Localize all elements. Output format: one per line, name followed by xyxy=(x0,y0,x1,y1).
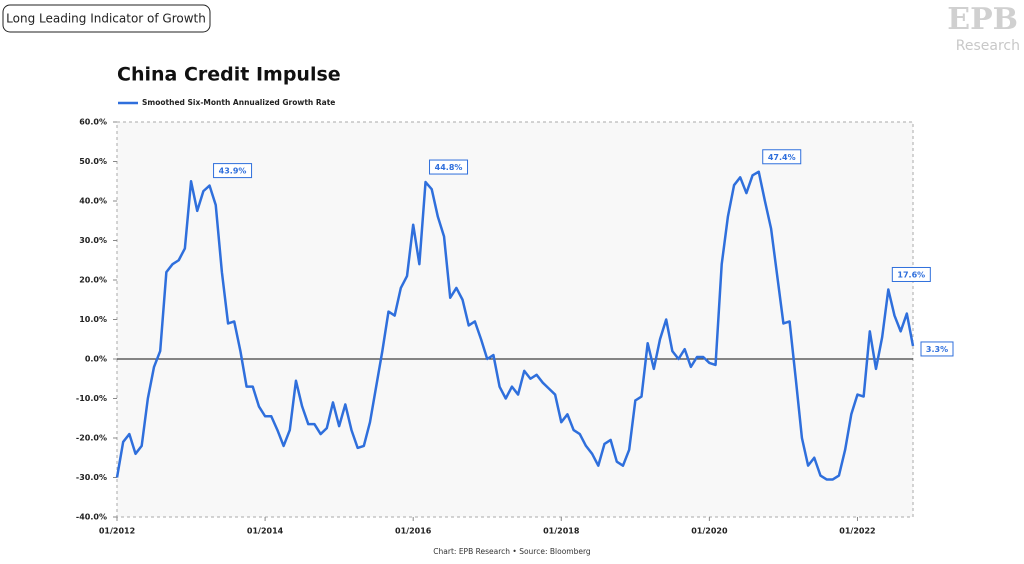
y-tick-label: -40.0% xyxy=(76,513,107,522)
x-tick-label: 01/2022 xyxy=(839,527,875,536)
y-tick-label: 40.0% xyxy=(79,197,107,206)
tag-text: Long Leading Indicator of Growth xyxy=(6,12,206,26)
y-tick-label: 50.0% xyxy=(79,157,107,166)
logo-sub: Research xyxy=(956,38,1020,54)
y-tick-label: 60.0% xyxy=(79,118,107,127)
tag-box xyxy=(2,4,211,33)
data-label-box xyxy=(429,159,469,175)
data-label-box xyxy=(762,149,802,165)
data-label: 44.8% xyxy=(435,163,463,172)
chart-title: China Credit Impulse xyxy=(117,64,341,86)
data-label: 3.3% xyxy=(926,345,948,354)
y-tick-label: 0.0% xyxy=(85,355,107,364)
y-tick-label: -10.0% xyxy=(76,394,107,403)
data-label-box xyxy=(213,163,253,179)
x-tick-label: 01/2020 xyxy=(691,527,728,536)
logo: EPB xyxy=(947,2,1018,37)
y-tick-label: 20.0% xyxy=(79,276,107,285)
data-label: 17.6% xyxy=(897,270,925,279)
data-label-box xyxy=(891,266,931,282)
source-note: Chart: EPB Research • Source: Bloomberg xyxy=(433,547,591,556)
series-line xyxy=(115,170,915,481)
x-tick-label: 01/2014 xyxy=(247,527,284,536)
x-tick-label: 01/2016 xyxy=(395,527,432,536)
y-tick-label: 30.0% xyxy=(79,236,107,245)
x-tick-label: 01/2012 xyxy=(99,527,135,536)
legend-label: Smoothed Six-Month Annualized Growth Rat… xyxy=(142,98,335,107)
data-label: 47.4% xyxy=(768,153,796,162)
y-tick-label: 10.0% xyxy=(79,315,107,324)
data-label-box xyxy=(920,341,954,357)
y-tick-label: -20.0% xyxy=(76,434,107,443)
x-tick-label: 01/2018 xyxy=(543,527,580,536)
y-tick-label: -30.0% xyxy=(76,473,107,482)
plot-area xyxy=(116,121,914,518)
data-label: 43.9% xyxy=(219,167,247,176)
